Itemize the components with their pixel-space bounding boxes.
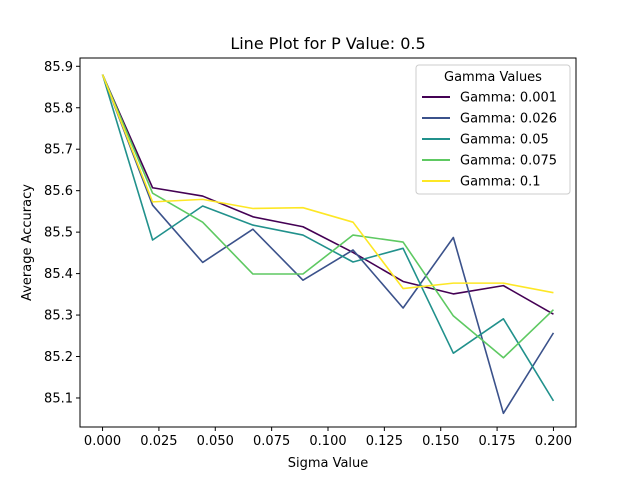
legend-items: Gamma: 0.001 Gamma: 0.026 Gamma: 0.05 Gamma… — [422, 91, 557, 190]
legend-entry-label: Gamma: 0.075 — [460, 154, 557, 169]
x-axis-ticks: 0.000 0.025 0.050 0.075 0.100 0.125 0.150 0.175… — [84, 427, 572, 449]
legend-entry-label: Gamma: 0.05 — [460, 133, 549, 148]
series-line-1 — [101, 74, 554, 315]
y-axis-ticks: 85.1 85.2 85.3 85.4 85.5 85.6 85.7 85.8 85.9 — [44, 60, 80, 406]
y-tick-label: 85.8 — [44, 101, 73, 116]
series-line-4 — [101, 74, 555, 359]
legend-entry-label: Gamma: 0.1 — [460, 175, 541, 190]
y-tick-label: 85.9 — [44, 60, 73, 75]
x-tick-label: 0.200 — [535, 434, 572, 449]
series-layer — [101, 74, 555, 415]
x-tick-label: 0.075 — [253, 434, 290, 449]
series-line-5 — [101, 74, 554, 294]
y-tick-label: 85.2 — [44, 350, 73, 365]
x-tick-label: 0.175 — [478, 434, 515, 449]
x-tick-label: 0.100 — [309, 434, 346, 449]
y-tick-label: 85.5 — [44, 226, 73, 241]
x-tick-label: 0.025 — [140, 434, 177, 449]
x-tick-label: 0.150 — [422, 434, 459, 449]
x-tick-label: 0.125 — [366, 434, 403, 449]
x-tick-label: 0.000 — [84, 434, 121, 449]
legend-box — [415, 64, 571, 195]
x-axis-label: Sigma Value — [288, 456, 369, 471]
y-axis-label: Average Accuracy — [20, 184, 35, 301]
y-tick-label: 85.4 — [44, 267, 73, 282]
chart-title: Line Plot for P Value: 0.5 — [230, 34, 425, 53]
y-tick-label: 85.1 — [44, 391, 73, 406]
series-line-2 — [101, 74, 555, 415]
legend-entry-label: Gamma: 0.001 — [460, 91, 557, 106]
x-tick-label: 0.050 — [197, 434, 234, 449]
legend-entry-label: Gamma: 0.026 — [460, 112, 557, 127]
legend-title: Gamma Values — [444, 70, 542, 85]
y-tick-label: 85.7 — [44, 143, 73, 158]
y-tick-label: 85.6 — [44, 184, 73, 199]
y-tick-label: 85.3 — [44, 309, 73, 324]
